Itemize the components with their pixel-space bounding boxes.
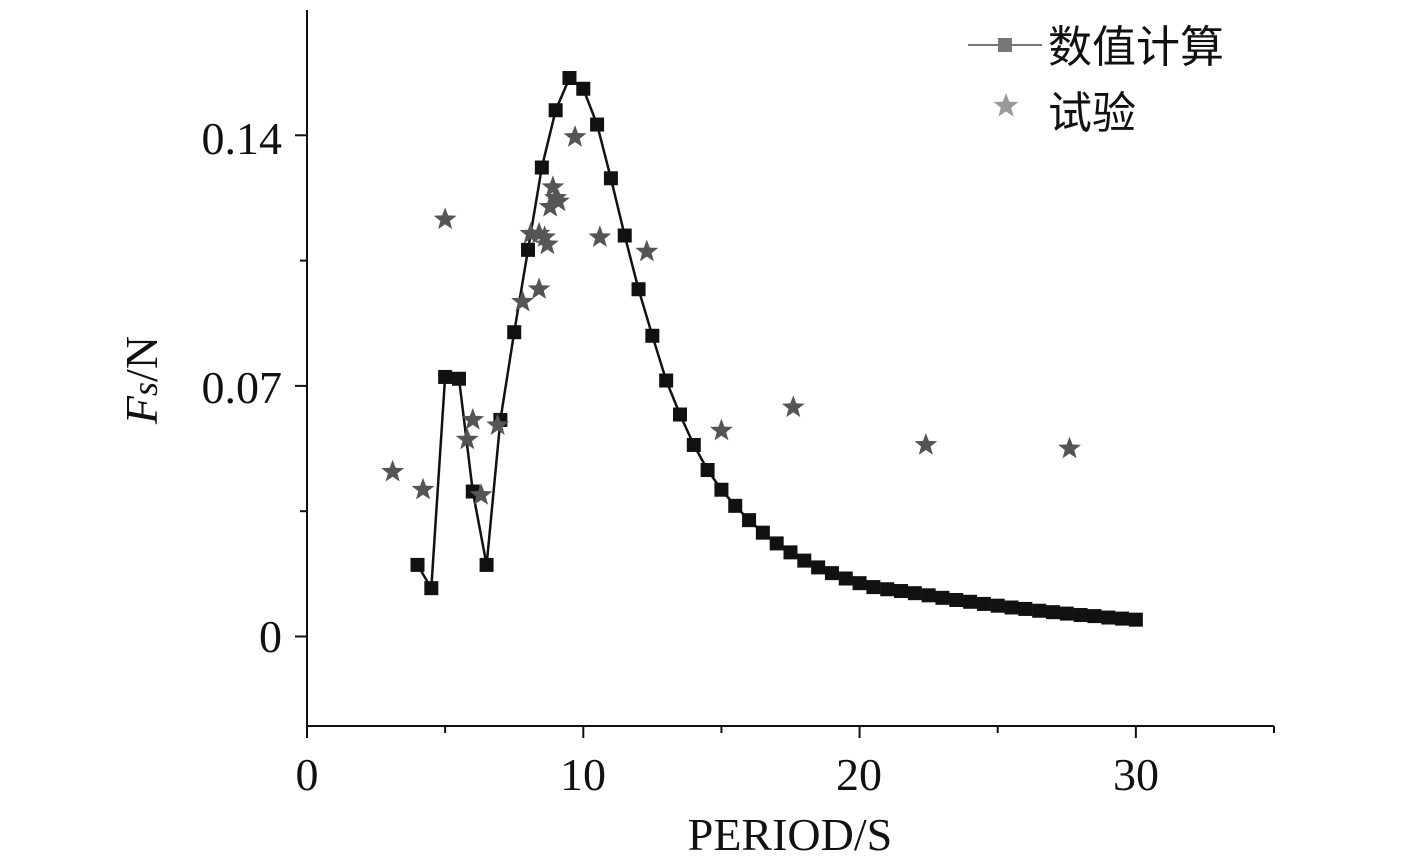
legend-star-marker	[993, 93, 1019, 117]
data-point-square	[548, 103, 563, 118]
data-point-square	[894, 584, 909, 599]
data-point-star	[914, 433, 938, 455]
data-point-square	[534, 160, 549, 175]
y-axis-title-main: F	[116, 395, 167, 425]
legend-label-experiment: 试验	[1048, 88, 1136, 139]
y-tick-label: 0.14	[202, 113, 283, 164]
x-tick-label: 30	[1113, 749, 1159, 800]
axis-ticks	[295, 134, 1275, 738]
data-point-square	[659, 373, 674, 388]
data-point-star	[710, 418, 733, 441]
data-point-square	[645, 328, 660, 343]
data-point-square	[1101, 610, 1116, 625]
data-point-square	[1045, 605, 1060, 620]
data-point-square	[631, 282, 646, 297]
data-point-square	[562, 71, 577, 86]
data-point-square	[769, 536, 784, 551]
data-point-square	[672, 407, 687, 422]
data-point-square	[438, 369, 453, 384]
data-point-square	[424, 581, 439, 596]
legend-label-calc: 数值计算	[1048, 22, 1224, 73]
data-point-square	[590, 117, 605, 132]
legend-square-marker	[998, 38, 1012, 52]
data-point-square	[617, 228, 632, 243]
x-axis-title: PERIOD/S	[688, 809, 892, 860]
data-point-star	[486, 413, 509, 435]
data-point-square	[507, 325, 522, 340]
data-point-square	[949, 592, 964, 607]
data-point-square	[686, 437, 701, 452]
data-point-square	[824, 566, 839, 581]
data-point-square	[728, 498, 743, 513]
data-point-square	[1128, 612, 1143, 627]
data-point-star	[1058, 436, 1081, 459]
y-axis-title-sub: s	[125, 382, 165, 396]
data-point-star	[536, 232, 559, 255]
data-point-star	[527, 221, 551, 244]
data-point-square	[1059, 606, 1074, 621]
data-point-star	[455, 427, 479, 450]
y-axis-title-unit: /N	[116, 336, 167, 382]
data-point-star	[433, 207, 457, 230]
data-point-star	[461, 407, 485, 430]
data-point-square	[700, 463, 715, 478]
data-point-square	[576, 81, 591, 96]
data-point-square	[603, 171, 618, 186]
data-point-square	[976, 596, 991, 611]
data-point-star	[533, 225, 556, 247]
data-point-star	[635, 239, 659, 262]
data-point-square	[866, 580, 881, 595]
data-point-square	[1032, 603, 1047, 618]
legend: 数值计算 试验	[968, 22, 1224, 139]
data-point-square	[742, 513, 757, 528]
data-point-square	[521, 242, 536, 257]
data-point-square	[935, 590, 950, 605]
data-point-star	[519, 221, 543, 244]
data-point-square	[1018, 601, 1033, 616]
data-point-star	[527, 277, 551, 299]
data-point-square	[479, 557, 494, 572]
data-point-square	[990, 598, 1005, 613]
data-point-star	[541, 175, 565, 197]
data-point-star	[781, 395, 805, 418]
series-calc	[410, 71, 1143, 627]
x-tick-label: 10	[560, 749, 606, 800]
data-point-square	[1004, 600, 1019, 615]
data-point-square	[921, 588, 936, 603]
y-axis-title: Fs/N	[116, 336, 167, 425]
data-point-star	[469, 483, 493, 505]
data-point-square	[1115, 611, 1130, 626]
data-point-star	[544, 185, 568, 208]
data-point-star	[547, 189, 570, 212]
data-point-star	[411, 477, 435, 500]
data-point-square	[797, 553, 812, 568]
data-point-star	[511, 289, 534, 312]
legend-star-shape	[993, 93, 1019, 117]
data-point-square	[451, 371, 466, 386]
y-tick-label: 0.07	[202, 362, 283, 413]
data-point-square	[1073, 608, 1088, 623]
data-point-square	[714, 482, 729, 497]
data-point-square	[783, 545, 798, 560]
x-tick-label: 0	[296, 749, 319, 800]
data-point-square	[880, 582, 895, 597]
x-tick-label: 20	[836, 749, 882, 800]
data-point-square	[907, 586, 922, 601]
data-point-square	[1087, 609, 1102, 624]
data-point-square	[838, 571, 853, 586]
data-point-square	[811, 560, 826, 575]
data-point-star	[381, 459, 405, 482]
data-point-square	[410, 557, 425, 572]
y-tick-label: 0	[259, 611, 282, 662]
data-point-star	[563, 125, 587, 147]
series-experiment	[381, 125, 1081, 505]
data-point-star	[588, 225, 612, 247]
data-point-square	[852, 576, 867, 591]
data-point-square	[755, 525, 770, 540]
data-point-square	[963, 594, 978, 609]
